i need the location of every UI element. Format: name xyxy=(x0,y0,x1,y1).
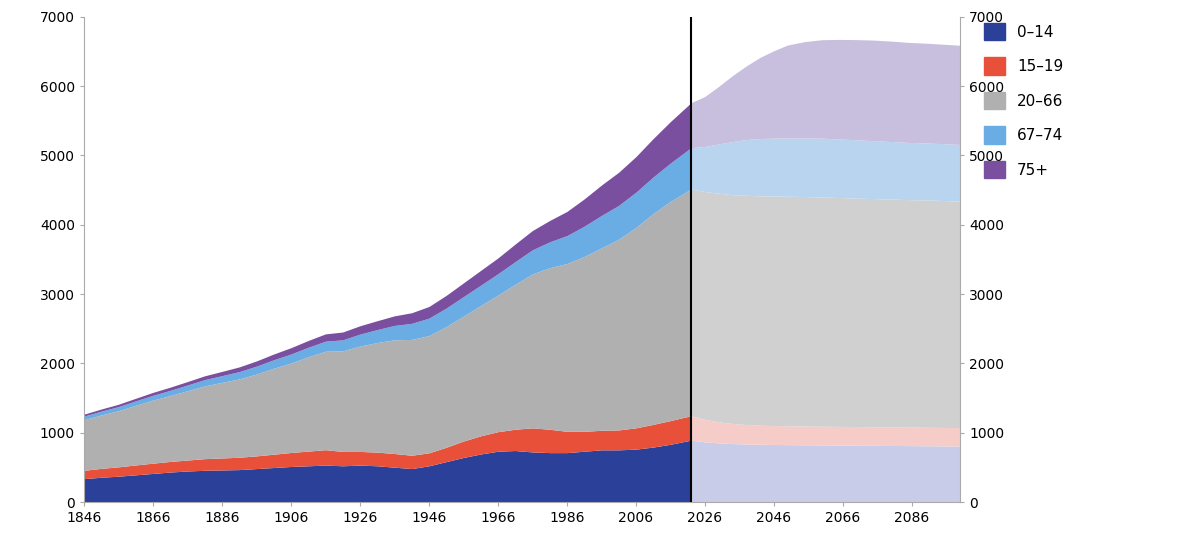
Legend: 0–14, 15–19, 20–66, 67–74, 75+: 0–14, 15–19, 20–66, 67–74, 75+ xyxy=(978,17,1069,184)
